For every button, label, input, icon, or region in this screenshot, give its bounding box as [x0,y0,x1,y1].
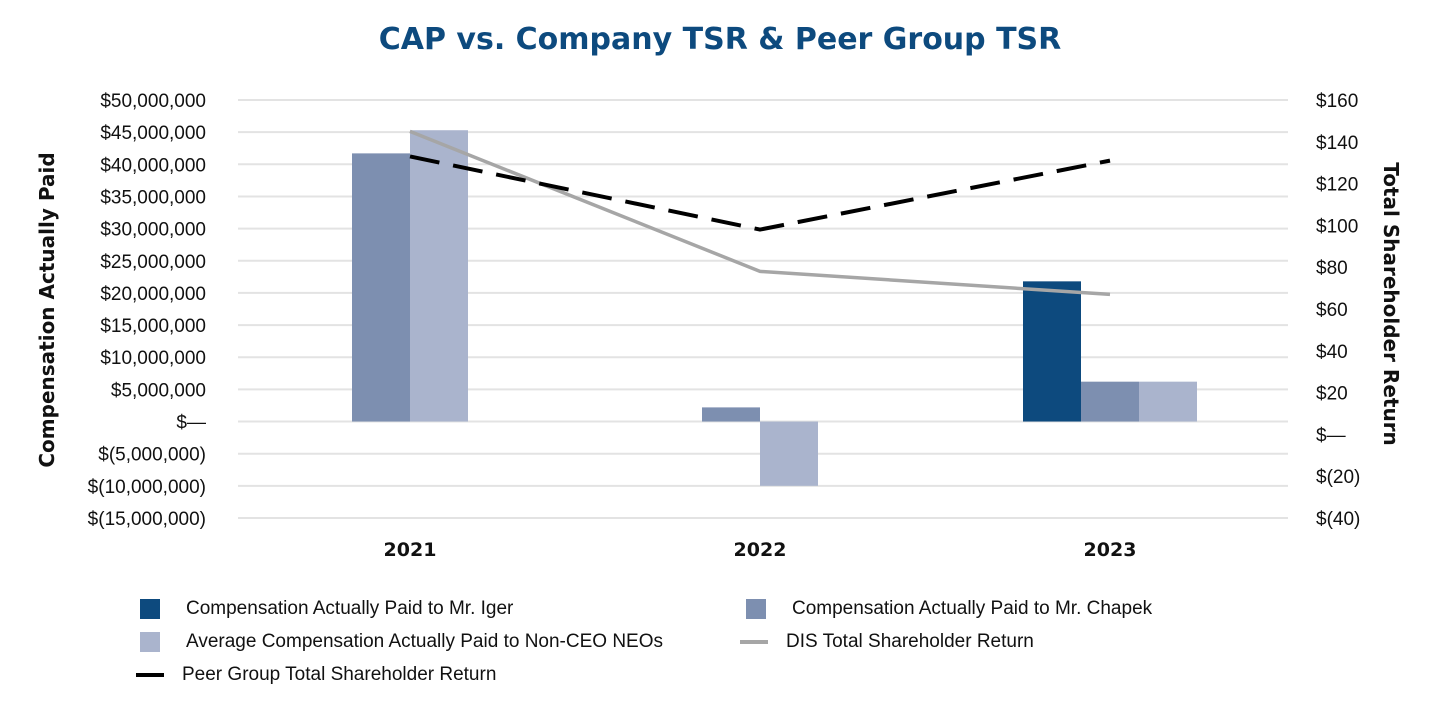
x-axis-tick-label: 2022 [734,539,787,561]
right-axis-tick-label: $120 [1316,175,1358,196]
left-axis-tick-label: $15,000,000 [100,316,206,337]
bar-2021 [410,130,468,422]
chart-plot: $50,000,000 $45,000,000 $40,000,000 $35,000… [35,91,1403,561]
right-axis-tick-label: $80 [1316,258,1348,279]
x-axis-tick-label: 2021 [384,539,437,561]
left-axis-tick-label: $30,000,000 [100,220,206,241]
right-axis-tick-label: $60 [1316,300,1348,321]
bar-2023 [1081,381,1139,422]
left-axis-title: Compensation Actually Paid [35,152,59,467]
line-series [409,129,1111,297]
right-axis-tick-label: $140 [1316,133,1358,154]
left-axis-tick-label: $25,000,000 [100,252,206,273]
peer-tsr-line [409,154,1111,232]
right-axis-tick-label: $20 [1316,384,1348,405]
legend-swatch-neos [140,632,160,652]
legend-item-iger: Compensation Actually Paid to Mr. Iger [140,598,513,620]
left-axis-tick-label: $5,000,000 [111,380,206,401]
bar-2023 [1023,281,1081,422]
legend-label: Peer Group Total Shareholder Return [182,664,497,685]
bar-2023 [1139,381,1197,422]
left-axis-tick-label: $(15,000,000) [88,509,206,530]
left-axis-tick-label: $35,000,000 [100,187,206,208]
left-axis-tick-label: $(10,000,000) [88,477,206,498]
left-axis-tick-label: $20,000,000 [100,284,206,305]
legend-item-peer-tsr: Peer Group Total Shareholder Return [136,664,496,686]
legend-label: Compensation Actually Paid to Mr. Iger [186,598,514,619]
legend-swatch-dis-tsr [740,640,768,644]
right-axis-title: Total Shareholder Return [1379,162,1403,446]
left-axis-tick-label: $40,000,000 [100,155,206,176]
legend-label: Compensation Actually Paid to Mr. Chapek [792,598,1153,619]
bar-2022 [702,407,760,422]
legend-label: DIS Total Shareholder Return [786,631,1034,652]
legend-item-neos: Average Compensation Actually Paid to No… [140,631,663,653]
right-axis-tick-label: $(20) [1316,467,1360,488]
left-axis-ticks: $50,000,000 $45,000,000 $40,000,000 $35,000… [88,91,206,530]
right-axis-ticks: $160 $140 $120 $100 $80 $60 $40 $20 $— $(20) $(40) [1316,91,1360,530]
chart-title: CAP vs. Company TSR & Peer Group TSR [378,22,1062,57]
legend-item-dis-tsr: DIS Total Shareholder Return [740,631,1034,653]
legend-swatch-chapek [746,599,766,619]
x-axis-tick-label: 2023 [1084,539,1137,561]
legend-label: Average Compensation Actually Paid to No… [186,631,663,652]
left-axis-tick-label: $45,000,000 [100,123,206,144]
left-axis-tick-label: $10,000,000 [100,348,206,369]
legend: Compensation Actually Paid to Mr. Iger C… [136,598,1240,698]
right-axis-tick-label: $(40) [1316,509,1360,530]
x-axis-ticks: 2021 2022 2023 [384,539,1137,561]
dis-tsr-line [409,129,1111,297]
left-axis-tick-label: $(5,000,000) [98,445,206,466]
bar-2021 [352,153,410,422]
bar-2022 [760,421,818,486]
left-axis-tick-label: $50,000,000 [100,91,206,112]
right-axis-tick-label: $160 [1316,91,1358,112]
legend-item-chapek: Compensation Actually Paid to Mr. Chapek [746,598,1152,620]
left-axis-tick-label: $— [176,413,206,434]
legend-swatch-peer-tsr [136,673,164,677]
legend-swatch-iger [140,599,160,619]
right-axis-tick-label: $40 [1316,342,1348,363]
bar-series [352,130,1197,486]
right-axis-tick-label: $— [1316,425,1346,446]
right-axis-tick-label: $100 [1316,216,1358,237]
